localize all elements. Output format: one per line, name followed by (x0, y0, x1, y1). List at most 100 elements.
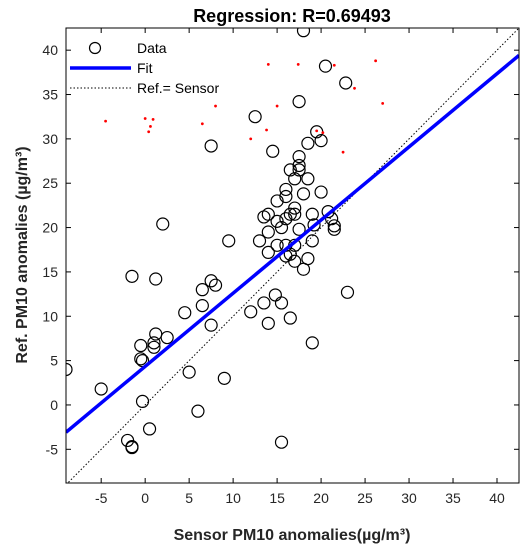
y-tick-label: 25 (42, 175, 58, 191)
identity-line (67, 28, 519, 483)
data-point (217, 371, 231, 385)
data-point (327, 219, 341, 233)
chart-title: Regression: R=0.69493 (193, 6, 391, 26)
data-point (305, 234, 319, 248)
red-point (381, 101, 385, 105)
red-point (296, 62, 300, 66)
data-point (292, 158, 306, 173)
y-axis-label: Ref. PM10 anomalies (µg/m³) (14, 146, 31, 363)
legend-data-label: Data (137, 40, 167, 56)
data-point (261, 316, 275, 330)
data-point (147, 340, 161, 354)
data-point (195, 283, 209, 297)
y-tick-label: 0 (50, 397, 58, 413)
data-point (305, 207, 319, 221)
data-point (321, 204, 335, 219)
data-point (149, 272, 163, 286)
data-point (178, 306, 192, 320)
data-point (222, 234, 236, 248)
red-point (151, 117, 155, 121)
y-tick-label: -5 (46, 441, 59, 457)
data-point (248, 110, 262, 124)
data-point (296, 187, 311, 201)
red-point (353, 86, 356, 90)
data-point (134, 352, 148, 366)
data-point (314, 134, 328, 148)
data-point (305, 336, 319, 350)
data-point (195, 299, 209, 313)
plot-frame (65, 27, 520, 484)
data-point (182, 365, 196, 379)
x-tick-label: 5 (185, 490, 193, 506)
data-point (292, 222, 306, 236)
y-tick-label: 5 (50, 353, 58, 369)
data-point (125, 269, 139, 283)
data-point (301, 172, 315, 186)
red-point (275, 104, 279, 108)
red-point (147, 130, 151, 134)
y-tick-label: 10 (42, 308, 58, 324)
y-tick-label: 30 (42, 131, 58, 147)
data-point (244, 305, 258, 319)
data-point (274, 435, 289, 449)
data-point (301, 252, 315, 266)
data-point (134, 338, 148, 353)
data-point (261, 225, 275, 239)
red-point (321, 131, 325, 135)
data-point (288, 207, 302, 221)
data-point (135, 394, 150, 409)
data-point (288, 172, 302, 186)
y-tick-label: 20 (42, 220, 58, 236)
data-point (261, 207, 275, 221)
data-point (270, 194, 284, 208)
data-point (340, 285, 355, 299)
data-point (191, 404, 205, 418)
data-point (283, 163, 297, 177)
x-tick-label: -5 (95, 490, 108, 506)
data-point (66, 362, 73, 377)
x-tick-label: 30 (401, 490, 417, 506)
x-axis-label: Sensor PM10 anomalies(µg/m³) (174, 527, 411, 544)
y-tick-label: 40 (42, 42, 58, 58)
y-tick-labels: -5 0 5 10 15 20 25 30 35 40 (42, 42, 58, 457)
red-point (332, 63, 336, 67)
red-point (249, 137, 253, 141)
red-point (214, 104, 217, 108)
red-point (266, 62, 270, 66)
x-tick-label: 35 (445, 490, 461, 506)
x-tick-labels: -5 0 5 10 15 20 25 30 35 40 (95, 490, 505, 506)
data-point (318, 59, 333, 73)
legend-data-marker (88, 41, 102, 55)
data-point (288, 254, 302, 268)
data-point (274, 296, 289, 310)
data-point (142, 422, 157, 436)
data-point (296, 28, 311, 38)
red-point (104, 119, 107, 123)
data-points (66, 28, 355, 455)
legend-fit-label: Fit (137, 60, 153, 76)
legend-identity-label: Ref.= Sensor (137, 80, 219, 96)
legend: Data Fit Ref.= Sensor (70, 40, 219, 96)
y-tick-label: 35 (42, 87, 58, 103)
red-point (143, 117, 147, 120)
data-point (147, 336, 161, 350)
red-point (149, 125, 152, 128)
data-point (156, 217, 170, 231)
data-point (160, 330, 174, 345)
data-point (327, 222, 341, 236)
red-points (104, 59, 385, 154)
red-point (341, 150, 345, 154)
data-point (204, 274, 218, 288)
data-point (266, 144, 280, 158)
data-point (292, 95, 306, 109)
data-point (283, 247, 297, 261)
data-point (292, 150, 306, 164)
data-point (261, 245, 275, 259)
data-point (94, 382, 108, 396)
fit-line (66, 54, 519, 434)
data-point (283, 311, 297, 325)
data-point (279, 212, 293, 226)
data-point (204, 139, 218, 153)
